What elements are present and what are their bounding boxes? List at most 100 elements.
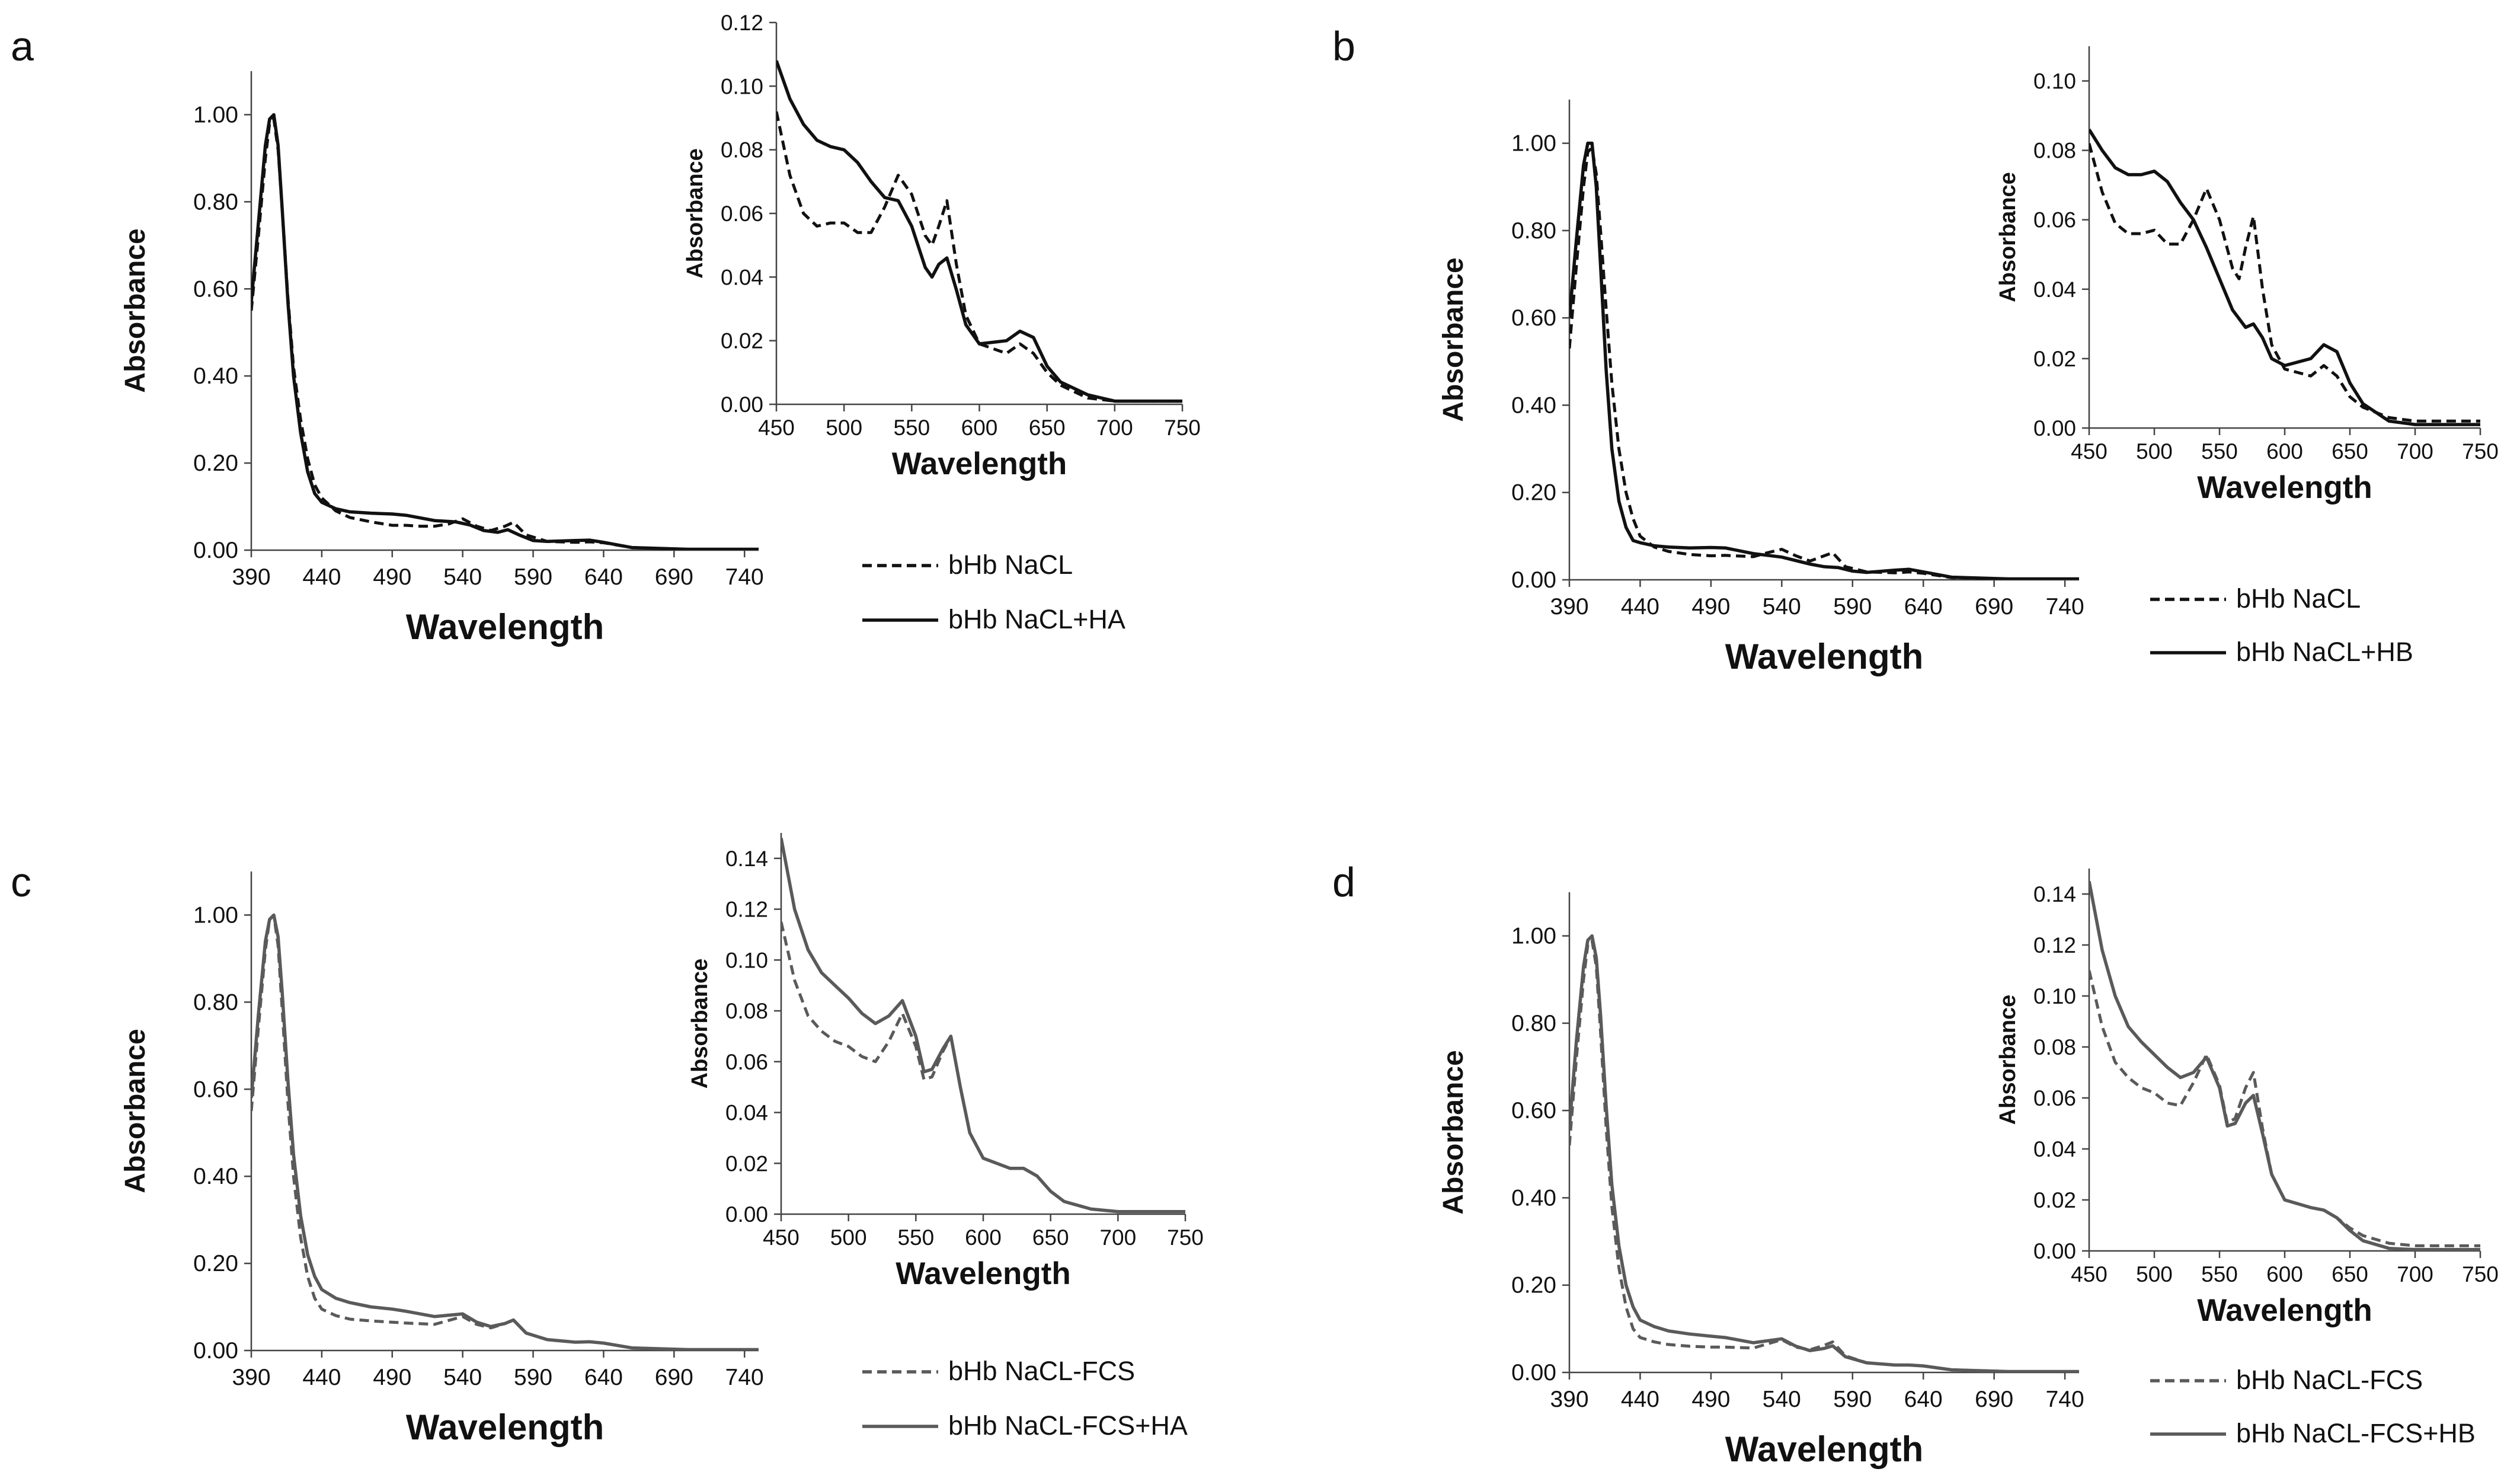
- b-main-x-tick-label: 390: [1550, 594, 1588, 620]
- legend-label: bHb NaCL-FCS+HA: [948, 1410, 1188, 1441]
- b-main-y-tick-label: 0.40: [1511, 392, 1556, 418]
- panel-a-inset-chart: 450 500 550 600 650 700 750 0.00 0.02 0.04 0.06 0.0…: [683, 11, 1201, 481]
- c-inset-x-tick-label: 750: [1167, 1225, 1204, 1250]
- a-main-y-tick-label: 0.40: [193, 363, 238, 389]
- a-main-x-tick-label: 690: [655, 564, 693, 590]
- d-inset-x-tick-label: 750: [2462, 1262, 2499, 1286]
- b-main-y-tick-label: 0.60: [1511, 305, 1556, 331]
- c-main-x-tick-label: 440: [302, 1365, 341, 1390]
- c-main-y-tick-label: 1.00: [193, 902, 238, 928]
- d-main-y-tick-label: 0.20: [1511, 1273, 1556, 1298]
- c-main-y-axis-title: Absorbance: [120, 1029, 151, 1193]
- b-main-y-tick-label: 0.00: [1511, 567, 1556, 593]
- panel-b-letter: b: [1332, 23, 1355, 69]
- panel-b-legend: bHb NaCL bHb NaCL+HB: [2150, 583, 2413, 667]
- c-main-y-tick-label: 0.40: [193, 1164, 238, 1189]
- b-main-x-tick-label: 590: [1833, 594, 1872, 620]
- d-inset-x-tick-label: 550: [2201, 1262, 2238, 1286]
- a-inset-x-axis-title: Wavelength: [892, 446, 1067, 481]
- d-main-y-tick-label: 1.00: [1511, 924, 1556, 949]
- c-main-x-tick-label: 490: [373, 1365, 411, 1390]
- a-inset-x-tick-label: 650: [1029, 416, 1066, 440]
- c-inset-x-tick-label: 450: [763, 1225, 800, 1250]
- c-inset-y-tick-label: 0.14: [725, 847, 768, 871]
- a-main-x-axis-title: Wavelength: [406, 607, 604, 647]
- panel-c-legend: bHb NaCL-FCS bHb NaCL-FCS+HA: [862, 1356, 1188, 1441]
- c-main-x-tick-label: 590: [514, 1365, 552, 1390]
- c-main-x-axis-title: Wavelength: [406, 1407, 604, 1447]
- b-main-x-tick-label: 690: [1975, 594, 2013, 620]
- a-inset-y-tick-label: 0.02: [721, 329, 763, 353]
- panel-b-main-chart: 390 440 490 540 590 640 690 740 0.00 0.20 0.40 0.60…: [1438, 100, 2084, 676]
- a-inset-y-tick-label: 0.00: [721, 392, 763, 417]
- a-main-x-tick-label: 440: [302, 564, 341, 590]
- d-main-x-tick-label: 540: [1763, 1387, 1801, 1412]
- d-main-x-tick-label: 390: [1550, 1387, 1588, 1412]
- c-main-x-tick-label: 640: [584, 1365, 623, 1390]
- a-main-y-tick-label: 0.00: [193, 538, 238, 563]
- d-main-y-tick-label: 0.80: [1511, 1011, 1556, 1036]
- a-inset-x-tick-label: 500: [826, 416, 862, 440]
- legend-label: bHb NaCL+HA: [948, 604, 1125, 634]
- d-inset-x-tick-label: 500: [2136, 1262, 2173, 1286]
- panel-c: c 390 440 490 540 590 640 690 740 0.00 0.20 0.40 0.6…: [11, 833, 1204, 1447]
- panel-d-letter: d: [1332, 859, 1355, 905]
- panel-a-letter: a: [11, 23, 34, 69]
- a-main-x-tick-label: 540: [443, 564, 482, 590]
- a-main-x-tick-label: 490: [373, 564, 411, 590]
- c-inset-series-dashed-line: [781, 921, 1185, 1214]
- b-main-x-tick-label: 540: [1763, 594, 1801, 620]
- c-inset-y-axis-title: Absorbance: [687, 959, 712, 1089]
- legend-label: bHb NaCL-FCS: [2236, 1365, 2423, 1395]
- b-inset-y-tick-label: 0.06: [2033, 208, 2076, 232]
- b-inset-x-axis-title: Wavelength: [2197, 470, 2372, 505]
- c-main-x-tick-label: 740: [725, 1365, 764, 1390]
- c-inset-x-axis-title: Wavelength: [896, 1256, 1070, 1291]
- panel-b-inset-chart: 450 500 550 600 650 700 750 0.00 0.02 0.04 0.06 0.0…: [1995, 46, 2499, 505]
- d-inset-y-tick-label: 0.06: [2033, 1086, 2076, 1110]
- a-main-x-tick-label: 640: [584, 564, 623, 590]
- b-main-x-tick-label: 740: [2046, 594, 2084, 620]
- b-inset-x-tick-label: 500: [2136, 439, 2173, 464]
- d-inset-x-tick-label: 600: [2266, 1262, 2303, 1286]
- c-main-y-tick-label: 0.80: [193, 989, 238, 1015]
- d-main-y-tick-label: 0.60: [1511, 1098, 1556, 1123]
- c-inset-x-tick-label: 550: [897, 1225, 934, 1250]
- d-main-y-axis-title: Absorbance: [1438, 1050, 1469, 1214]
- c-main-x-tick-label: 690: [655, 1365, 693, 1390]
- c-inset-y-tick-label: 0.10: [725, 948, 768, 972]
- a-main-x-tick-label: 590: [514, 564, 552, 590]
- b-main-x-tick-label: 440: [1621, 594, 1659, 620]
- b-main-y-tick-label: 1.00: [1511, 131, 1556, 157]
- b-main-y-tick-label: 0.80: [1511, 218, 1556, 244]
- b-inset-x-tick-label: 700: [2397, 439, 2433, 464]
- legend-label: bHb NaCL-FCS+HB: [2236, 1418, 2476, 1448]
- b-inset-x-tick-label: 750: [2462, 439, 2499, 464]
- legend-label: bHb NaCL: [2236, 583, 2361, 614]
- b-main-y-axis-title: Absorbance: [1438, 257, 1469, 422]
- d-inset-y-tick-label: 0.10: [2033, 984, 2076, 1008]
- d-inset-series-solid-line: [2089, 880, 2480, 1251]
- b-inset-x-tick-label: 550: [2201, 439, 2238, 464]
- b-inset-y-tick-label: 0.10: [2033, 69, 2076, 94]
- d-main-x-tick-label: 740: [2046, 1387, 2084, 1412]
- a-main-y-tick-label: 1.00: [193, 102, 238, 127]
- a-inset-y-tick-label: 0.06: [721, 202, 763, 226]
- c-inset-x-tick-label: 600: [965, 1225, 1002, 1250]
- panel-d-main-chart: 390 440 490 540 590 640 690 740 0.00 0.20 0.40 0.60…: [1438, 892, 2084, 1469]
- c-main-y-tick-label: 0.00: [193, 1338, 238, 1364]
- c-inset-series-solid-line: [781, 838, 1185, 1214]
- c-inset-y-tick-label: 0.04: [725, 1101, 768, 1125]
- b-inset-y-tick-label: 0.04: [2033, 277, 2076, 302]
- d-inset-x-tick-label: 700: [2397, 1262, 2433, 1286]
- a-inset-series-solid-line: [776, 60, 1182, 403]
- a-main-y-tick-label: 0.20: [193, 451, 238, 476]
- c-inset-y-tick-label: 0.00: [725, 1202, 768, 1227]
- b-inset-y-tick-label: 0.02: [2033, 347, 2076, 371]
- b-inset-y-tick-label: 0.00: [2033, 416, 2076, 440]
- a-inset-x-tick-label: 600: [961, 416, 998, 440]
- c-inset-y-tick-label: 0.12: [725, 898, 768, 922]
- a-main-y-tick-label: 0.80: [193, 189, 238, 215]
- b-inset-series-solid-line: [2089, 129, 2480, 426]
- d-inset-y-tick-label: 0.02: [2033, 1188, 2076, 1212]
